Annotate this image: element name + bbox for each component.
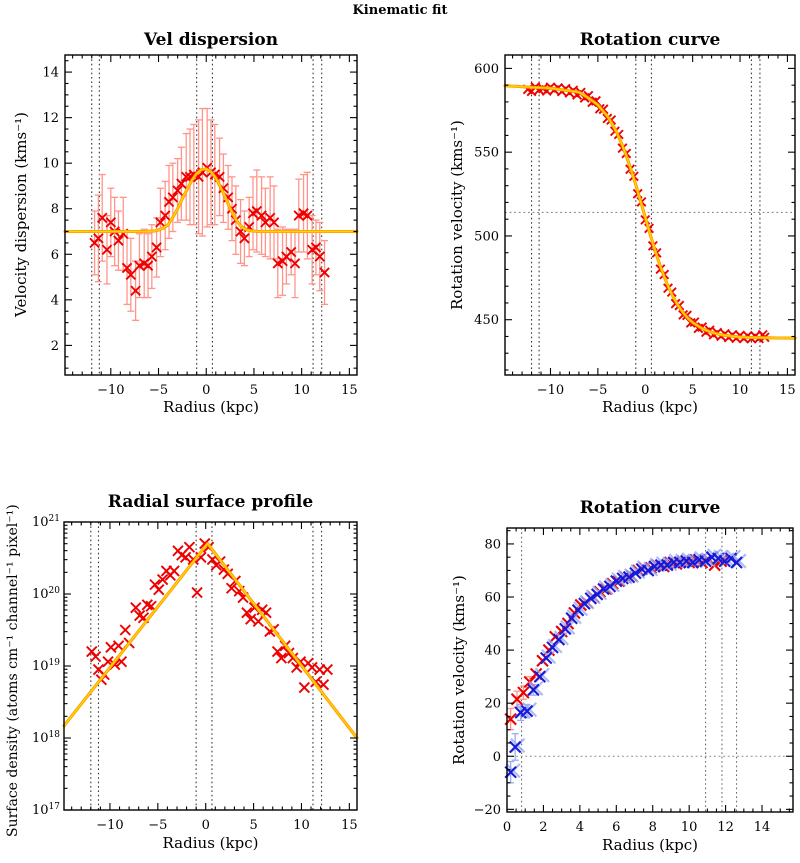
svg-text:10: 10 <box>42 157 59 172</box>
ticks-vel-dispersion: −10 −5 0 5 10 15 2 4 6 8 10 12 14 <box>42 55 358 398</box>
svg-text:−20: −20 <box>474 803 501 818</box>
svg-text:6: 6 <box>51 248 59 263</box>
svg-text:4: 4 <box>51 293 59 308</box>
svg-text:0: 0 <box>202 818 210 833</box>
svg-text:8: 8 <box>51 202 59 217</box>
panel-rotation-curve-observed: −10 −5 0 5 10 15 450 500 550 600 <box>474 54 797 398</box>
axes-frame-rotation-curve-observed <box>504 54 796 376</box>
svg-text:1018: 1018 <box>32 730 60 746</box>
svg-text:−5: −5 <box>148 818 167 833</box>
svg-text:−5: −5 <box>149 383 168 398</box>
x-axis-label-radial-surface-profile: Radius (kpc) <box>162 834 259 852</box>
svg-text:14: 14 <box>754 820 771 835</box>
svg-text:1019: 1019 <box>32 658 60 674</box>
y-axis-label-rotation-curve-derived: Rotation velocity (kms⁻¹) <box>450 575 468 765</box>
svg-text:12: 12 <box>42 111 59 126</box>
svg-text:15: 15 <box>341 818 358 833</box>
panel-title-vel-dispersion: Vel dispersion <box>143 30 279 50</box>
ticks-rotation-curve-observed: −10 −5 0 5 10 15 450 500 550 600 <box>474 55 796 398</box>
svg-text:10: 10 <box>293 383 310 398</box>
svg-text:−10: −10 <box>96 818 123 833</box>
svg-text:2: 2 <box>51 339 59 354</box>
svg-text:4: 4 <box>576 820 584 835</box>
svg-text:5: 5 <box>249 818 257 833</box>
svg-text:600: 600 <box>474 62 499 77</box>
svg-text:80: 80 <box>484 537 501 552</box>
svg-text:550: 550 <box>474 146 499 161</box>
axes-frame-vel-dispersion <box>64 54 358 376</box>
svg-text:40: 40 <box>484 644 501 659</box>
svg-text:20: 20 <box>484 697 501 712</box>
x-axis-label-rotation-curve-observed: Radius (kpc) <box>602 398 698 416</box>
svg-text:0: 0 <box>503 820 511 835</box>
svg-text:450: 450 <box>474 313 499 328</box>
svg-text:−5: −5 <box>588 383 607 398</box>
rotation-receding-markers <box>504 548 747 779</box>
x-axis-label-vel-dispersion: Radius (kpc) <box>163 398 259 416</box>
panel-title-radial-surface-profile: Radial surface profile <box>107 492 314 512</box>
svg-text:−10: −10 <box>537 383 564 398</box>
svg-text:60: 60 <box>484 591 501 606</box>
svg-text:5: 5 <box>689 383 697 398</box>
svg-text:−10: −10 <box>97 383 124 398</box>
svg-text:15: 15 <box>341 383 358 398</box>
svg-text:0: 0 <box>641 383 649 398</box>
svg-text:500: 500 <box>474 229 499 244</box>
svg-text:0: 0 <box>202 383 210 398</box>
y-axis-label-radial-surface-profile: Surface density (atoms cm⁻¹ channel⁻¹ pi… <box>5 504 21 837</box>
dispersion-data-errorbars <box>91 107 329 321</box>
svg-text:14: 14 <box>42 66 59 81</box>
svg-text:0: 0 <box>493 750 501 765</box>
y-axis-label-rotation-curve-observed: Rotation velocity (kms⁻¹) <box>448 120 466 310</box>
svg-text:12: 12 <box>717 820 734 835</box>
surface-density-data-markers <box>86 537 333 694</box>
svg-text:10: 10 <box>732 383 749 398</box>
svg-text:2: 2 <box>539 820 547 835</box>
svg-text:8: 8 <box>649 820 657 835</box>
svg-text:6: 6 <box>612 820 620 835</box>
svg-text:1021: 1021 <box>32 514 60 530</box>
fit-line-rotation-curve-observed <box>503 84 797 340</box>
panel-vel-dispersion: −10 −5 0 5 10 15 2 4 6 8 10 12 14 <box>42 54 359 398</box>
svg-text:10: 10 <box>681 820 698 835</box>
svg-text:1017: 1017 <box>32 802 60 818</box>
y-axis-label-vel-dispersion: Velocity dispersion (kms⁻¹) <box>12 112 30 318</box>
svg-text:15: 15 <box>779 383 796 398</box>
panel-radial-surface-profile: −10 −5 0 5 10 15 1017 1018 1019 1020 1021 <box>32 514 359 833</box>
x-axis-label-rotation-curve-derived: Radius (kpc) <box>602 836 698 854</box>
panel-title-rotation-curve-derived: Rotation curve <box>579 498 721 518</box>
svg-text:10: 10 <box>293 818 310 833</box>
figure-title: Kinematic fit <box>352 3 448 18</box>
svg-text:1020: 1020 <box>32 586 60 602</box>
svg-text:5: 5 <box>250 383 258 398</box>
axes-frame-rotation-curve-derived <box>506 527 794 813</box>
panel-title-rotation-curve-observed: Rotation curve <box>579 30 721 50</box>
